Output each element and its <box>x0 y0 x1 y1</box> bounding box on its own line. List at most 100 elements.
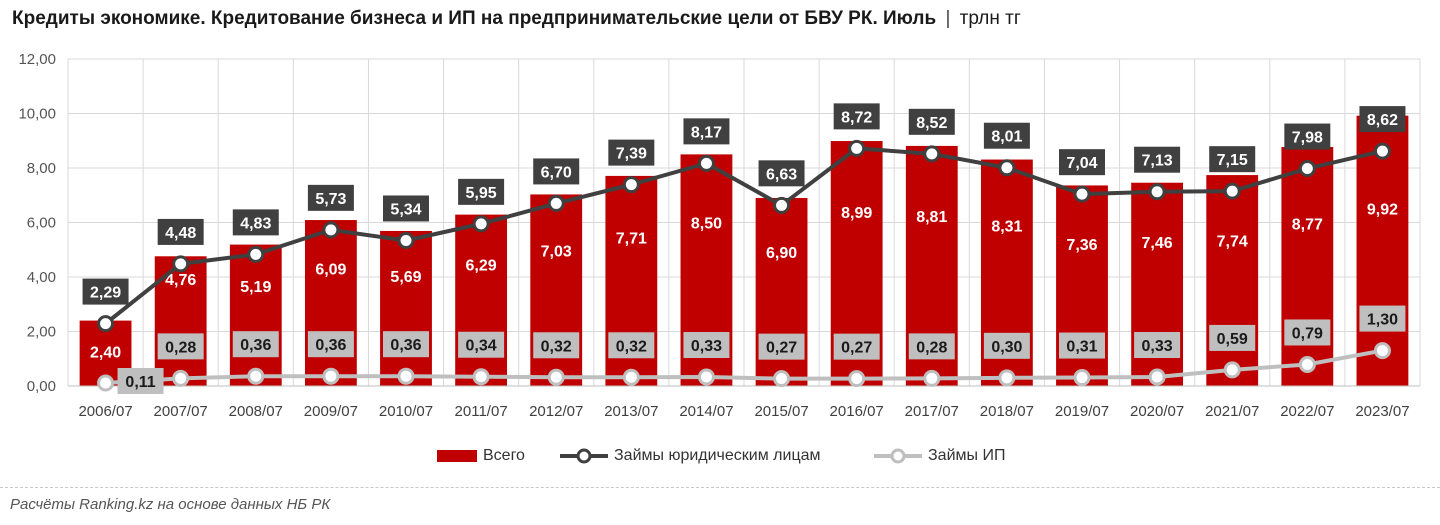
y-tick-label: 12,00 <box>18 51 56 68</box>
ip-value-label-box <box>232 331 279 358</box>
ip-value-label-box <box>683 332 730 359</box>
ip-value-label-box <box>1284 319 1331 346</box>
point-legal <box>773 196 791 214</box>
ip-value-label-box <box>608 332 655 359</box>
legal-value-label-box <box>833 103 880 130</box>
legal-value-label: 6,70 <box>541 164 572 181</box>
legend-swatch-bar <box>437 450 477 462</box>
legal-value-label: 5,95 <box>466 185 497 202</box>
legal-value-label: 7,39 <box>616 146 647 163</box>
x-tick-label: 2018/07 <box>980 403 1034 420</box>
x-tick-label: 2017/07 <box>905 403 959 420</box>
point-ip <box>247 367 265 385</box>
legend-swatch-ip-line <box>874 448 922 464</box>
point-legal <box>322 221 340 239</box>
point-ip <box>998 369 1016 387</box>
x-tick-label: 2010/07 <box>379 403 433 420</box>
legend-label-total: Всего <box>483 447 525 464</box>
ip-value-label: 0,34 <box>466 338 497 355</box>
bar <box>1206 175 1259 386</box>
x-tick-label: 2011/07 <box>455 403 508 420</box>
bar-value-label: 6,29 <box>466 258 497 275</box>
chart-title-separator: | <box>945 8 951 29</box>
point-ip <box>697 368 715 386</box>
legal-value-label: 8,01 <box>991 129 1022 146</box>
ip-value-label-box <box>157 333 204 360</box>
point-ip <box>1073 369 1091 387</box>
ip-value-label: 1,30 <box>1367 312 1398 329</box>
footer-divider <box>0 487 1440 488</box>
bar-value-label: 8,31 <box>991 219 1022 236</box>
legal-value-label: 7,13 <box>1142 153 1173 170</box>
x-tick-label: 2022/07 <box>1280 403 1334 420</box>
source-note: Расчёты Ranking.kz на основе данных НБ Р… <box>10 496 331 513</box>
ip-value-label: 0,32 <box>541 338 572 355</box>
x-tick-label: 2013/07 <box>604 403 658 420</box>
ip-value-label-box <box>758 333 805 360</box>
legal-value-label: 8,52 <box>916 115 947 132</box>
legal-value-label: 8,17 <box>691 124 722 141</box>
legal-value-label: 7,15 <box>1217 152 1248 169</box>
legal-value-label-box <box>683 118 730 145</box>
bar-value-label: 7,74 <box>1217 233 1248 250</box>
point-legal <box>247 245 265 263</box>
ip-value-label-box <box>1059 332 1105 359</box>
bar-value-label: 7,36 <box>1066 237 1097 254</box>
ip-value-label: 0,28 <box>165 339 196 356</box>
bar <box>380 230 432 386</box>
ip-value-label: 0,33 <box>1142 338 1173 355</box>
chart-legend: Всего Займы юридическим лицам Займы ИП <box>0 445 1440 467</box>
legal-value-label: 5,34 <box>390 201 421 218</box>
ip-value-label-box <box>833 333 880 360</box>
bar <box>229 244 282 386</box>
ip-value-label-box <box>1134 332 1181 359</box>
point-legal <box>547 194 565 212</box>
chart-title: Кредиты экономике. Кредитование бизнеса … <box>12 8 1021 30</box>
bar-value-label: 5,69 <box>390 269 421 286</box>
legal-value-label-box <box>1359 106 1406 133</box>
bar-value-label: 8,50 <box>691 215 722 232</box>
legend-item-ip: Займы ИП <box>874 445 1005 467</box>
ip-value-label-box <box>1209 324 1256 351</box>
ip-value-label: 0,30 <box>991 339 1022 356</box>
legal-value-label: 5,73 <box>315 191 346 208</box>
point-legal <box>622 176 640 194</box>
ip-value-label: 0,31 <box>1066 339 1097 356</box>
ip-value-label: 0,79 <box>1292 325 1323 342</box>
point-legal <box>472 215 490 233</box>
x-tick-label: 2015/07 <box>754 403 808 420</box>
legal-value-label-box <box>1284 123 1331 150</box>
ip-value-label: 0,27 <box>766 340 797 357</box>
point-ip <box>172 369 190 387</box>
bar-value-label: 5,19 <box>240 279 271 296</box>
x-tick-label: 2020/07 <box>1130 403 1184 420</box>
legal-value-label: 7,98 <box>1292 130 1323 147</box>
y-tick-label: 10,00 <box>18 106 56 123</box>
x-tick-label: 2019/07 <box>1055 403 1109 420</box>
ip-value-label-box <box>307 331 354 358</box>
x-tick-label: 2012/07 <box>529 403 583 420</box>
x-tick-label: 2006/07 <box>78 403 132 420</box>
bar-value-label: 7,46 <box>1142 235 1173 252</box>
point-ip <box>472 368 490 386</box>
bar-value-label: 7,71 <box>616 230 647 247</box>
point-legal <box>923 145 941 163</box>
ip-value-label-box <box>383 331 429 358</box>
ip-value-label-box <box>117 368 164 395</box>
point-legal <box>697 154 715 172</box>
ip-value-label: 0,36 <box>390 337 421 354</box>
ip-value-label-box <box>1359 305 1406 332</box>
legal-value-label: 4,83 <box>240 215 271 232</box>
point-ip <box>773 370 791 388</box>
bar-value-label: 2,40 <box>90 344 121 361</box>
legal-value-label-box <box>1059 149 1105 176</box>
legal-value-label-box <box>758 160 805 187</box>
ip-value-label-box <box>533 332 580 359</box>
ip-value-label: 0,33 <box>691 338 722 355</box>
bar-value-label: 7,03 <box>541 243 572 260</box>
legal-value-label-box <box>307 184 354 211</box>
point-ip <box>923 369 941 387</box>
point-legal <box>1298 160 1316 178</box>
point-legal <box>998 159 1016 177</box>
point-legal <box>848 139 866 157</box>
